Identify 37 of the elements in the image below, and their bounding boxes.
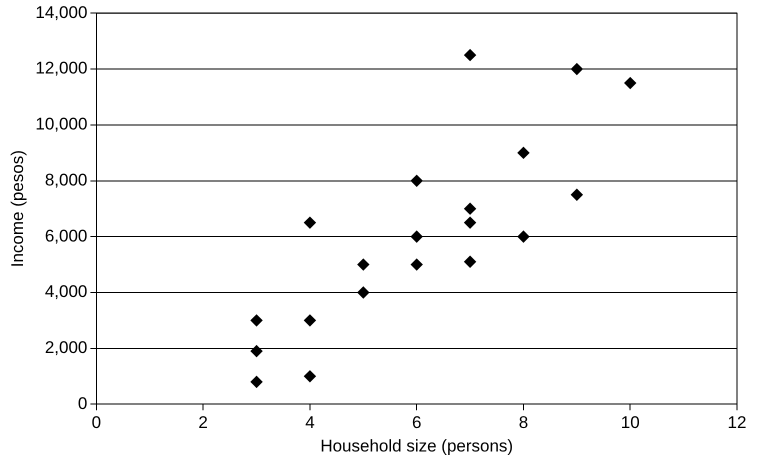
point: [517, 146, 530, 159]
point: [464, 202, 476, 215]
x-axis-title: Household size (persons): [320, 436, 514, 456]
point: [410, 230, 423, 243]
point: [357, 286, 370, 298]
x-tick-label: 4: [305, 413, 315, 432]
point: [304, 216, 316, 229]
y-tick-label: 14,000: [35, 2, 88, 22]
y-tick-label: 2,000: [44, 338, 88, 358]
point: [464, 256, 476, 268]
x-tick-label: 0: [92, 413, 102, 432]
point: [410, 258, 423, 271]
y-axis-title: Income (pesos): [8, 150, 27, 268]
point: [250, 345, 263, 358]
point: [570, 188, 583, 201]
x-tick-label: 6: [412, 413, 422, 432]
point: [464, 49, 476, 62]
y-tick-label: 0: [78, 394, 88, 413]
point: [517, 230, 530, 243]
y-tick-label: 4,000: [44, 282, 88, 302]
point: [624, 77, 636, 90]
x-tick-label: 8: [518, 413, 528, 432]
x-tick-label: 2: [198, 413, 208, 432]
x-tick-label: 12: [728, 413, 746, 432]
x-tick-label: 10: [620, 413, 640, 432]
point: [304, 370, 316, 382]
point: [304, 314, 316, 326]
point: [464, 216, 476, 229]
point: [357, 258, 370, 271]
y-tick-label: 6,000: [44, 226, 88, 246]
y-tick-label: 8,000: [44, 170, 88, 190]
point: [570, 63, 583, 76]
point: [410, 174, 423, 187]
point: [250, 376, 263, 388]
y-tick-label: 12,000: [35, 58, 88, 78]
y-tick-label: 10,000: [35, 114, 88, 134]
point: [250, 314, 263, 326]
